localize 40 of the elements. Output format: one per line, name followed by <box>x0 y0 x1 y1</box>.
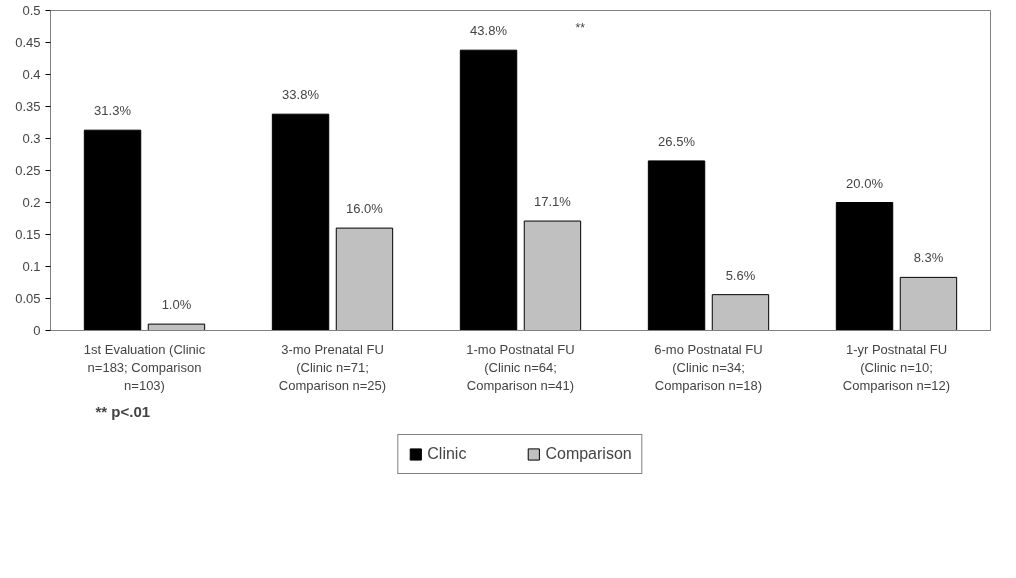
bar <box>835 202 894 331</box>
text: ** p<.01 <box>95 402 151 420</box>
data-label: 16.0% <box>346 201 384 217</box>
legend-label: Clinic <box>427 445 467 463</box>
data-label: 17.1% <box>534 194 572 210</box>
y-tick-label: 0.25 <box>15 163 41 178</box>
data-label: 33.8% <box>282 87 320 103</box>
data-label: 5.6% <box>725 267 756 283</box>
bar <box>83 129 142 331</box>
bar <box>899 276 958 331</box>
bar <box>711 294 770 331</box>
bar <box>335 227 394 331</box>
bar <box>523 220 582 331</box>
y-tick-label: 0.3 <box>22 131 41 146</box>
data-label: 31.3% <box>94 103 132 119</box>
x-tick-label: 6-mo Postnatal FU (Clinic n=34; Comparison n=18) <box>654 341 763 393</box>
bar <box>459 49 518 331</box>
x-tick-label: 1st Evaluation (Clinic n=183; Comparison n=103) <box>83 341 206 393</box>
bar <box>271 113 330 331</box>
legend-label: Comparison <box>545 445 632 463</box>
y-tick-label: 0.1 <box>22 259 41 274</box>
y-tick-label: 0 <box>33 323 41 338</box>
y-tick-label: 0.2 <box>22 195 41 210</box>
y-tick-label: 0.35 <box>15 99 41 114</box>
y-tick-label: 0.05 <box>15 291 41 306</box>
x-tick-label: 3-mo Prenatal FU (Clinic n=71; Comparison n=25) <box>278 341 387 393</box>
bar <box>647 160 706 331</box>
x-tick-label: 1-yr Postnatal FU (Clinic n=10; Comparison n=12) <box>842 341 951 393</box>
annotation: ** <box>575 20 586 35</box>
y-tick-label: 0.45 <box>15 35 41 50</box>
data-label: 43.8% <box>470 23 508 39</box>
data-label: 26.5% <box>658 133 696 149</box>
bar <box>147 323 206 331</box>
y-tick-label: 0.4 <box>22 67 41 82</box>
data-label: 8.3% <box>913 250 944 266</box>
x-tick-label: 1-mo Postnatal FU (Clinic n=64; Comparison n=41) <box>466 341 575 393</box>
data-label: 20.0% <box>846 175 884 191</box>
y-tick-label: 0.5 <box>22 3 41 18</box>
y-tick-label: 0.15 <box>15 227 41 242</box>
data-label: 1.0% <box>161 297 192 313</box>
